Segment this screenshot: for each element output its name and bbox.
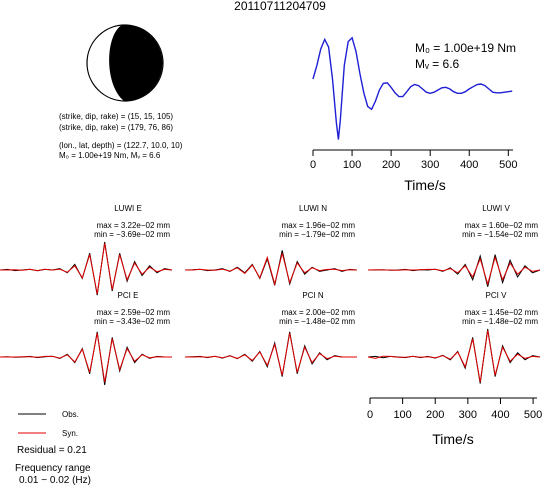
- waveform-x-axis-label: Time/s: [432, 431, 473, 447]
- frequency-values: 0.01 − 0.02 (Hz): [19, 475, 91, 485]
- source-parameters: (strike, dip, rake) = (15, 15, 105) (str…: [59, 112, 183, 160]
- stf-panel: 0 100 200 300 400 500 Time/s M₀ = 1.00e+19 Nm…: [310, 36, 517, 193]
- waveform-tick-label: 100: [393, 409, 411, 421]
- waveform-tick-label: 500: [524, 409, 542, 421]
- trace-min-label: min = −3.43e−02 mm: [94, 317, 170, 326]
- beachball-compressional-quadrant: [109, 25, 163, 102]
- trace-label: PCI V: [486, 291, 508, 300]
- event-title: 20110711204709: [234, 0, 326, 13]
- stf-tick-label: 100: [343, 159, 361, 171]
- trace-min-label: min = −1.79e−02 mm: [279, 230, 355, 239]
- beachball: [86, 24, 164, 102]
- synthetic-waveform: [367, 255, 541, 286]
- waveform-tick-label: 0: [367, 409, 373, 421]
- trace-max-label: max = 2.59e−02 mm: [97, 308, 171, 317]
- waveform-x-ticks: 0 100 200 300 400 500: [367, 398, 542, 421]
- observed-waveform: [0, 331, 172, 386]
- synthetic-waveform: [185, 333, 357, 376]
- waveform-tick-label: 400: [491, 409, 509, 421]
- waveform-tick-label: 300: [459, 409, 477, 421]
- trace-max-label: max = 1.45e−02 mm: [465, 308, 539, 317]
- synthetic-waveform: [0, 243, 173, 294]
- trace-max-label: max = 3.22e−02 mm: [97, 221, 171, 230]
- trace-min-label: min = −1.48e−02 mm: [279, 317, 355, 326]
- frequency-title: Frequency range: [15, 463, 91, 474]
- trace-min-label: min = −3.69e−02 mm: [94, 230, 170, 239]
- trace-label: PCI N: [302, 291, 324, 300]
- observed-waveform: [367, 328, 541, 384]
- lon-lat-depth: (lon., lat, depth) = (122.7, 10.0, 10): [59, 141, 183, 150]
- stf-tick-label: 200: [382, 159, 400, 171]
- synthetic-waveform: [367, 330, 541, 383]
- stf-x-ticks: 0 100 200 300 400 500: [310, 150, 517, 171]
- stf-mw-label: Mᵥ = 6.6: [415, 57, 460, 71]
- stf-m0-label: M₀ = 1.00e+19 Nm: [415, 41, 516, 55]
- trace-label: LUWI N: [299, 204, 327, 213]
- observed-waveform: [0, 241, 173, 296]
- waveform-time-axis: 0 100 200 300 400 500 Time/s: [367, 397, 542, 447]
- synthetic-waveform: [185, 253, 358, 286]
- stf-tick-label: 0: [310, 159, 316, 171]
- strike-dip-rake-1: (strike, dip, rake) = (15, 15, 105): [59, 112, 173, 121]
- legend-syn-label: Syn.: [62, 429, 78, 438]
- waveform-tick-label: 200: [426, 409, 444, 421]
- observed-waveform: [184, 250, 358, 286]
- stf-tick-label: 500: [499, 159, 517, 171]
- moment-summary: M₀ = 1.00e+19 Nm, Mᵥ = 6.6: [59, 151, 161, 160]
- stf-series-line: [312, 36, 513, 140]
- trace-max-label: max = 1.96e−02 mm: [282, 221, 356, 230]
- trace-max-label: max = 2.00e−02 mm: [282, 308, 356, 317]
- trace-label: PCI E: [118, 291, 139, 300]
- strike-dip-rake-2: (strike, dip, rake) = (179, 76, 86): [59, 123, 173, 132]
- legend-obs-label: Obs.: [62, 410, 79, 419]
- trace-min-label: min = −1.48e−02 mm: [462, 317, 538, 326]
- residual-label: Residual = 0.21: [17, 445, 87, 456]
- stf-x-axis-label: Time/s: [404, 177, 445, 193]
- stf-tick-label: 300: [421, 159, 439, 171]
- trace-max-label: max = 1.60e−02 mm: [465, 221, 539, 230]
- trace-label: LUWI E: [114, 204, 142, 213]
- stf-tick-label: 400: [460, 159, 478, 171]
- legend: Obs. Syn. Residual = 0.21 Frequency rang…: [15, 410, 91, 485]
- synthetic-waveform: [0, 333, 172, 383]
- trace-label: LUWI V: [482, 204, 510, 213]
- trace-min-label: min = −1.54e−02 mm: [462, 230, 538, 239]
